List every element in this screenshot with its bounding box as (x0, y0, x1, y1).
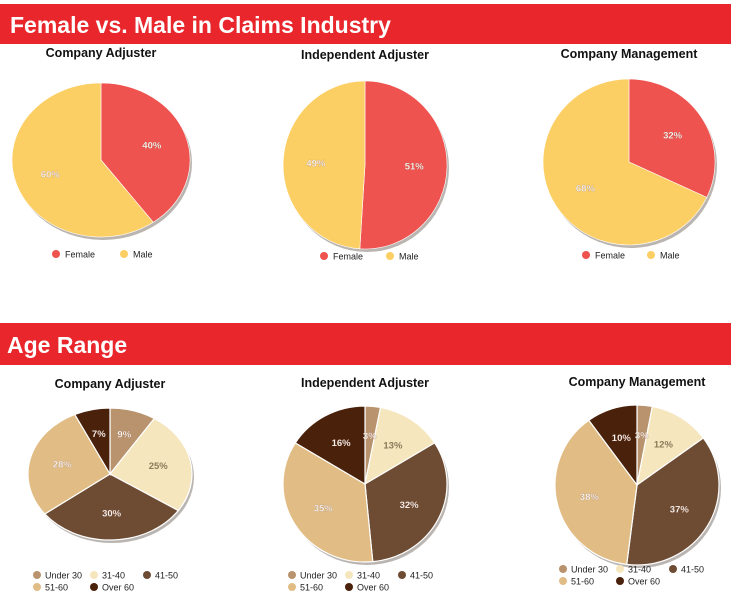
pie-slice-41-50 (364, 442, 448, 563)
data-label: 28% (53, 460, 73, 471)
data-label: 9% (117, 430, 131, 441)
legend-label: Female (595, 251, 625, 261)
pie-slice-31-40 (636, 405, 705, 487)
legend-swatch (386, 252, 394, 260)
legend-label: Over 60 (102, 583, 134, 593)
legend-swatch (559, 565, 567, 573)
legend-label: Male (660, 251, 680, 261)
legend-label: 31-40 (102, 571, 125, 581)
legend-swatch (582, 251, 590, 259)
legend-label: Over 60 (357, 583, 389, 593)
data-label: 51% (405, 162, 425, 173)
pie-slice-51-60 (282, 442, 374, 563)
section-title-age: Age Range (7, 332, 128, 358)
data-label: 68% (576, 184, 596, 195)
data-label: 13% (383, 441, 403, 452)
data-label: 32% (400, 500, 420, 511)
legend-swatch (616, 577, 624, 585)
pie-slice-31-40 (364, 406, 436, 486)
legend-label: Female (65, 250, 95, 260)
legend-label: 31-40 (357, 571, 380, 581)
legend-label: 41-50 (155, 571, 178, 581)
legend-swatch (345, 583, 353, 591)
pie-slice-male (11, 82, 154, 238)
data-label: 60% (41, 169, 61, 180)
pie-slice-51-60 (554, 419, 638, 566)
legend-swatch (52, 250, 60, 258)
legend-swatch (288, 571, 296, 579)
data-label: 40% (142, 141, 162, 152)
pie-slice-31-40 (109, 417, 193, 512)
section-title-gender: Female vs. Male in Claims Industry (10, 12, 391, 38)
data-label: 16% (332, 438, 352, 449)
pie-slice-male (542, 78, 708, 246)
data-label: 25% (149, 461, 169, 472)
data-label: 32% (663, 130, 683, 141)
legend-swatch (669, 565, 677, 573)
pie-slice-over-60 (73, 407, 111, 477)
legend-swatch (559, 577, 567, 585)
data-label: 12% (654, 440, 674, 451)
legend-swatch (398, 571, 406, 579)
data-label: 38% (580, 492, 600, 503)
legend-swatch (647, 251, 655, 259)
pie-slice-51-60 (27, 413, 111, 515)
section-banner-age: Age Range (0, 323, 731, 365)
pie-slice-over-60 (294, 405, 366, 486)
data-label: 35% (314, 504, 334, 515)
pie-slice-female (628, 78, 716, 198)
pie-slice-female (359, 80, 448, 250)
legend-label: Under 30 (300, 571, 337, 581)
data-label: 3% (363, 431, 377, 442)
data-label: 3% (635, 431, 649, 442)
legend-swatch (33, 571, 41, 579)
pie-chart-age-1: Company Adjuster 9% 25% 30% 28% 7% Under 30 31-… (27, 377, 194, 593)
legend-swatch (90, 583, 98, 591)
legend-label: 41-50 (681, 565, 704, 575)
legend-swatch (345, 571, 353, 579)
legend-label: Under 30 (571, 565, 608, 575)
legend-label: 31-40 (628, 565, 651, 575)
pie-chart-gender-3: Company Management 32% 68% Female Male (542, 47, 717, 261)
legend-swatch (320, 252, 328, 260)
legend-label: 41-50 (410, 571, 433, 581)
legend-swatch (143, 571, 151, 579)
section-banner-gender: Female vs. Male in Claims Industry (0, 4, 731, 44)
pie-slice-male (282, 80, 366, 250)
pie-slice-female (100, 82, 191, 223)
chart-title: Independent Adjuster (301, 48, 429, 62)
chart-title: Company Management (561, 47, 699, 61)
pie-chart-gender-2: Independent Adjuster 51% 49% Female Male (282, 48, 449, 262)
legend-swatch (33, 583, 41, 591)
chart-title: Independent Adjuster (301, 376, 429, 390)
legend-label: Under 30 (45, 571, 82, 581)
chart-title: Company Adjuster (55, 377, 166, 391)
pie-chart-gender-1: Company Adjuster 40% 60% Female Male (11, 46, 192, 260)
data-label: 30% (102, 509, 122, 520)
pie-slice-41-50 (626, 437, 720, 566)
pie-chart-age-2: Independent Adjuster 3% 13% 32% 35% 16% Under … (282, 376, 449, 593)
legend-label: Over 60 (628, 577, 660, 587)
data-label: 7% (92, 429, 106, 440)
legend-label: 51-60 (45, 583, 68, 593)
chart-title: Company Management (569, 375, 707, 389)
chart-title: Company Adjuster (46, 46, 157, 60)
legend-label: 51-60 (300, 583, 323, 593)
pie-chart-age-3: Company Management 3% 12% 37% 38% 10% Under 30… (554, 375, 721, 587)
legend-label: Female (333, 252, 363, 262)
data-label: 10% (612, 433, 632, 444)
pie-slice-over-60 (587, 404, 638, 487)
legend-label: Male (133, 250, 153, 260)
data-label: 37% (670, 504, 690, 515)
legend-label: Male (399, 252, 419, 262)
pie-slice-41-50 (43, 473, 180, 541)
data-label: 49% (306, 158, 326, 169)
legend-swatch (616, 565, 624, 573)
legend-swatch (90, 571, 98, 579)
legend-swatch (120, 250, 128, 258)
legend-swatch (288, 583, 296, 591)
legend-label: 51-60 (571, 577, 594, 587)
